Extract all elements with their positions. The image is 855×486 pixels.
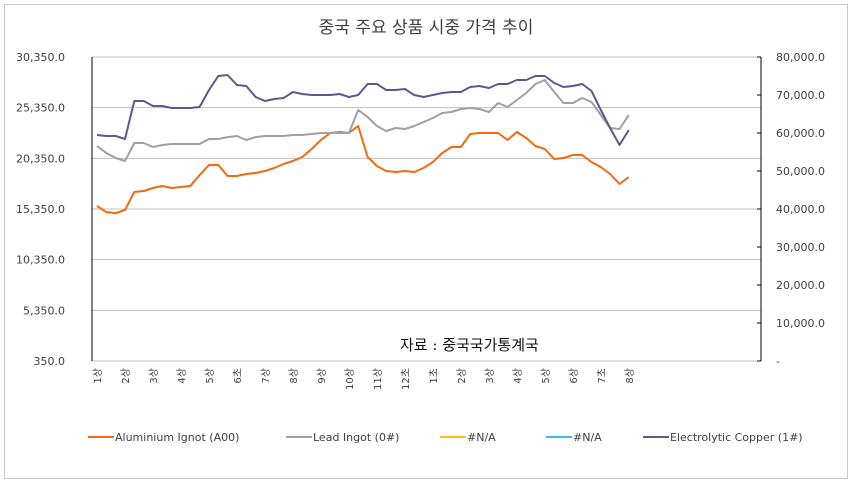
y-right-tick-label: 50,000.0 [776, 165, 825, 178]
y-right-tick-label: 80,000.0 [776, 51, 825, 64]
legend-label: #N/A [573, 431, 602, 444]
y-right-tick-label: 30,000.0 [776, 241, 825, 254]
legend-item: Aluminium Ignot (A00) [88, 431, 239, 444]
y-right-tick-label: 70,000.0 [776, 89, 825, 102]
x-tick-label: 4상 [512, 368, 524, 384]
axes: 350.0 5,350.0 10,350.0 15,350.0 20,350.0 25,3… [16, 51, 825, 390]
x-tick-label: 5상 [540, 368, 552, 384]
y-right-tick-label: 40,000.0 [776, 203, 825, 216]
gridlines [92, 56, 761, 362]
x-tick-label: 6초 [232, 368, 244, 384]
x-tick-label: 2상 [120, 368, 132, 384]
legend-label: #N/A [467, 431, 496, 444]
x-tick-label: 4상 [176, 368, 188, 384]
y-left-tick-label: 10,350.0 [16, 254, 65, 267]
x-tick-label: 1초 [428, 368, 440, 384]
x-tick-label: 1상 [92, 368, 104, 384]
legend: Aluminium Ignot (A00) Lead Ingot (0#) #N/A… [88, 431, 803, 444]
x-tick-label: 2상 [456, 368, 468, 384]
legend-item: #N/A [546, 431, 602, 444]
y-left-tick-label: 5,350.0 [23, 304, 65, 317]
x-tick-label: 3상 [484, 368, 496, 384]
y-left-tick-label: 15,350.0 [16, 203, 65, 216]
x-tick-label: 7상 [260, 368, 272, 384]
legend-item: #N/A [440, 431, 496, 444]
y-right-tick-label: 20,000.0 [776, 279, 825, 292]
legend-label: Electrolytic Copper (1#) [670, 431, 803, 444]
series-line-lead-ingot-0 [96, 79, 630, 162]
x-tick-label: 3상 [148, 368, 160, 384]
y-left-tick-label: 30,350.0 [16, 51, 65, 64]
y-left-tick-label: 20,350.0 [16, 152, 65, 165]
chart-title: 중국 주요 상품 시중 가격 추이 [319, 18, 534, 38]
x-tick-label: 11상 [372, 368, 384, 390]
series-line-electrolytic-copper-1 [96, 74, 630, 146]
y-left-tick-label: 350.0 [34, 355, 66, 368]
y-left-tick-label: 25,350.0 [16, 102, 65, 115]
legend-item: Electrolytic Copper (1#) [643, 431, 803, 444]
series-lines [96, 74, 630, 215]
chart-frame [4, 4, 848, 479]
y-right-tick-label: 60,000.0 [776, 127, 825, 140]
x-tick-label: 8상 [624, 368, 636, 384]
x-tick-label: 12초 [400, 368, 412, 390]
y-right-tick-label: 10,000.0 [776, 317, 825, 330]
x-tick-label: 8상 [288, 368, 300, 384]
x-tick-label: 10상 [344, 368, 356, 390]
y-right-tick-label: - [776, 355, 780, 368]
source-note: 자료 : 중국국가통계국 [400, 336, 539, 354]
legend-label: Lead Ingot (0#) [313, 431, 399, 444]
series-line-aluminium-ignot-a00 [96, 125, 630, 215]
x-tick-label: 5상 [204, 368, 216, 384]
legend-item: Lead Ingot (0#) [286, 431, 399, 444]
legend-label: Aluminium Ignot (A00) [115, 431, 239, 444]
x-tick-label: 9상 [316, 368, 328, 384]
x-tick-label: 7초 [596, 368, 608, 384]
x-tick-label: 6상 [568, 368, 580, 384]
